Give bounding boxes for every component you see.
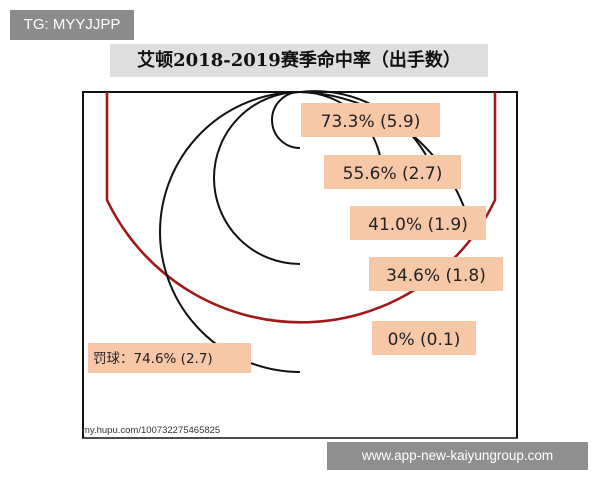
zone-label-4-text: 34.6% (1.8) [386,266,486,286]
zone-label-1-bg [301,103,440,137]
free-throw-label-bg [88,343,251,373]
zone-label-3-text: 41.0% (1.9) [368,215,468,235]
zone-label-5: 0% (0.1) [372,321,476,355]
zone-label-2: 55.6% (2.7) [324,155,461,189]
site-watermark: www.app-new-kaiyungroup.com [327,442,588,470]
free-throw-label-text: 罚球：74.6% (2.7) [93,351,213,367]
zone-label-2-bg [324,155,461,189]
zone-label-5-bg [372,321,476,355]
arc-ring-2 [213,91,301,265]
zone-label-5-text: 0% (0.1) [388,330,461,350]
source-label: my.hupu.com/100732275465825 [82,425,221,436]
zone-label-3: 41.0% (1.9) [350,206,486,240]
zone-label-3-bg [350,206,486,240]
free-throw-label: 罚球：74.6% (2.7) [88,343,251,373]
zone-label-4-bg [369,257,503,291]
chart-title: 艾顿2018-2019赛季命中率（出手数） [110,44,488,77]
zone-label-1: 73.3% (5.9) [301,103,440,137]
arc-ring-1 [271,91,301,149]
arc-ring-3 [159,91,301,373]
telegram-watermark: TG: MYYJJPP [10,10,134,40]
zone-label-2-text: 55.6% (2.7) [343,164,443,184]
zone-label-1-text: 73.3% (5.9) [321,112,421,132]
zone-label-4: 34.6% (1.8) [369,257,503,291]
three-point-line [105,92,497,324]
